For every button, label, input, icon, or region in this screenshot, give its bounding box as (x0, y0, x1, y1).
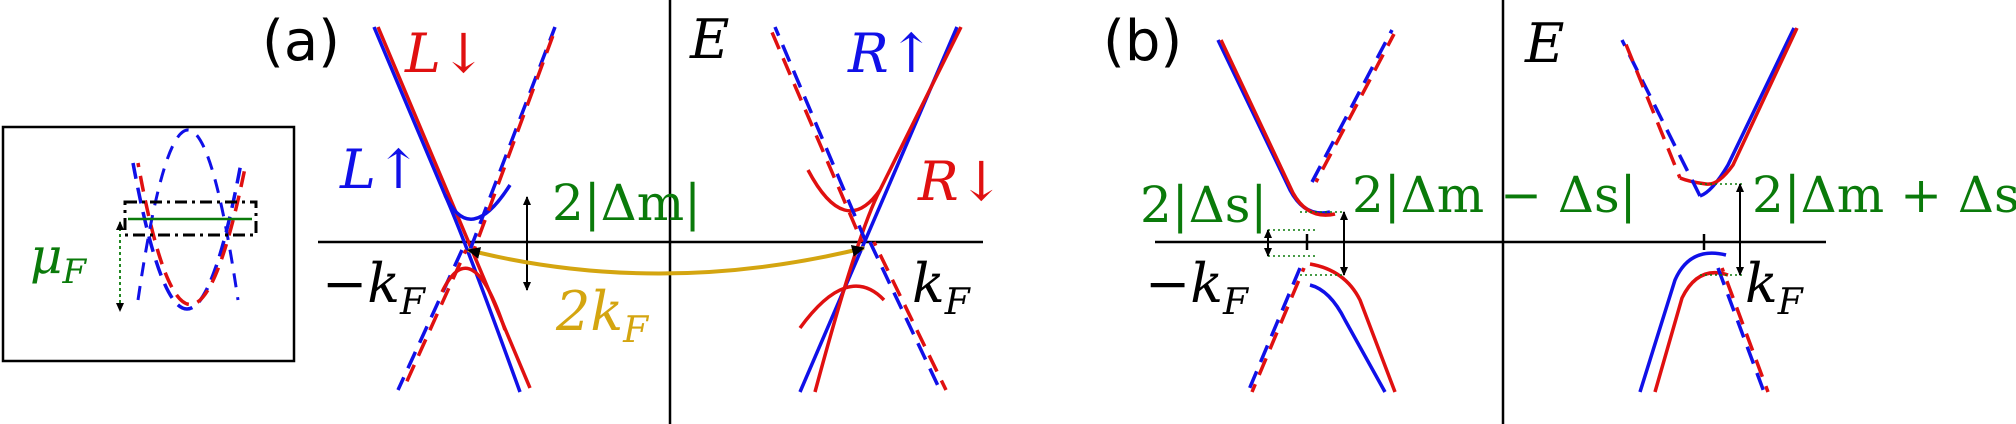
panel-a-label: (a) (262, 9, 340, 74)
panel-a-left-cone (372, 26, 557, 393)
nesting-label: 2kF (555, 280, 650, 351)
b-minus-kF-label: −kF (1145, 252, 1250, 323)
b-left-lower-red (1309, 262, 1397, 393)
b-right-lower-dashed-red (1720, 267, 1770, 393)
b-left-lower-blue (1309, 283, 1387, 393)
gap-delta-s-label: 2|Δs| (1140, 176, 1267, 234)
minus-kF-label: −kF (322, 252, 427, 323)
left-mover-gap-upper (443, 184, 512, 221)
inset-parabola-red (136, 162, 248, 306)
right-cone-dashed-down-red (872, 241, 948, 391)
panel-b: (b) E (1103, 0, 2016, 424)
b-left-upper-outer-red (1219, 39, 1336, 217)
panel-a: (a) E L↓ L↑ R↑ (262, 0, 1004, 424)
gap-delta-m-label: 2|Δm| (552, 174, 701, 232)
left-mover-gap-lower (440, 266, 507, 331)
inset-mu-label: μF (30, 227, 88, 292)
kF-label: kF (912, 252, 972, 323)
left-cone-dashed-down (396, 249, 464, 391)
b-right-upper-dashed-blue (1620, 39, 1702, 197)
gap-delta-m-plus-s-label: 2|Δm + Δs| (1752, 166, 2016, 224)
b-right-upper-red (1679, 27, 1799, 186)
b-kF-label: kF (1745, 252, 1805, 323)
panel-b-guides (1268, 183, 1745, 276)
gap-delta-m-minus-s-label: 2|Δm − Δs| (1352, 166, 1636, 224)
b-right-upper-dashed-red (1623, 41, 1682, 179)
label-R-down: R↓ (917, 150, 1004, 213)
b-left-lower-dashed-blue (1246, 267, 1302, 393)
inset-panel: μF (1, 125, 296, 363)
panel-a-energy-label: E (689, 8, 729, 71)
right-mover-gap-lower (798, 284, 886, 330)
b-left-lower-dashed-red (1250, 267, 1306, 393)
panel-b-left-cone (1216, 29, 1397, 393)
panel-b-label: (b) (1103, 9, 1182, 74)
b-right-lower-blue (1638, 251, 1727, 393)
inset-hole-band (136, 128, 240, 301)
b-left-upper-dashed-red (1314, 33, 1396, 183)
inset-frame (1, 125, 296, 363)
right-cone-dashed-up-red (769, 29, 864, 243)
panel-b-energy-label: E (1524, 12, 1564, 75)
label-L-up: L↑ (339, 138, 421, 201)
b-right-lower-dashed-blue (1716, 267, 1766, 393)
label-R-up: R↑ (847, 22, 934, 85)
inset-zoom-box (123, 200, 258, 237)
left-cone-dashed-up-red (472, 29, 557, 251)
b-left-upper-dashed-blue (1310, 29, 1394, 183)
nesting-arrow (467, 245, 865, 276)
b-right-lower-red (1653, 270, 1729, 393)
right-cone-dashed-up (773, 26, 868, 243)
right-mover-gap-upper (806, 169, 882, 213)
label-L-down: L↓ (404, 22, 486, 85)
